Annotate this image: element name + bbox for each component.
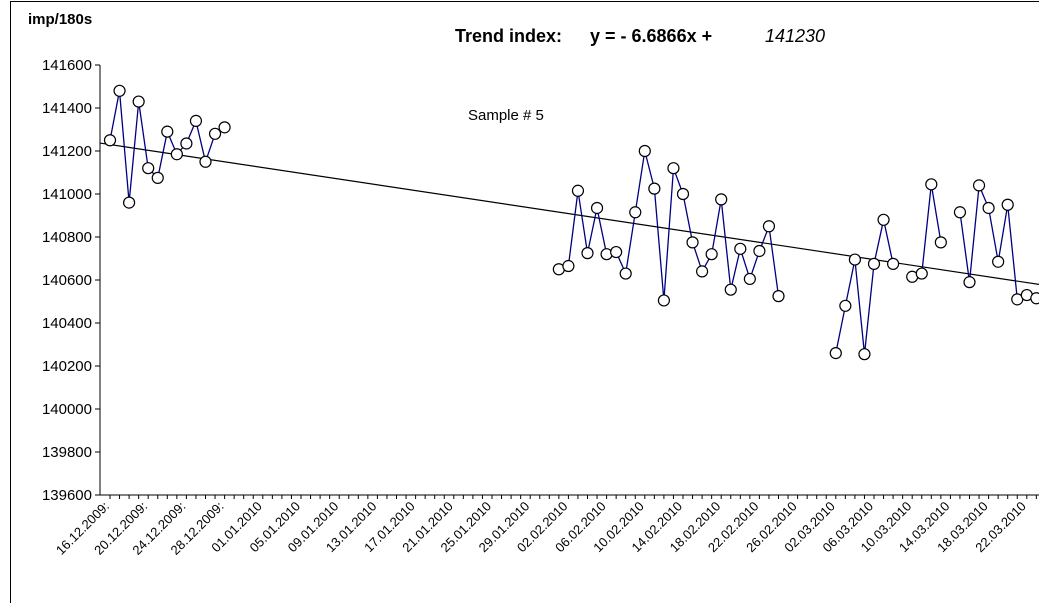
y-tick-label: 141600 xyxy=(42,57,92,74)
data-point xyxy=(199,155,212,168)
data-point xyxy=(972,179,986,192)
y-tick-label: 141400 xyxy=(42,100,92,117)
y-tick-label: 140600 xyxy=(42,272,92,289)
data-point xyxy=(638,144,651,158)
data-point xyxy=(619,267,632,280)
data-point xyxy=(839,299,852,312)
data-point xyxy=(877,213,890,226)
data-point xyxy=(715,193,728,206)
data-point xyxy=(676,187,690,201)
data-point xyxy=(571,184,585,197)
y-tick-label: 140200 xyxy=(42,358,92,375)
data-point xyxy=(581,247,594,260)
data-point xyxy=(953,206,967,219)
data-point xyxy=(218,121,231,134)
data-point xyxy=(734,242,747,255)
data-point xyxy=(695,265,709,278)
data-point xyxy=(1030,292,1039,305)
y-tick-label: 139800 xyxy=(42,444,92,461)
trend-intercept: 141230 xyxy=(765,26,825,46)
trend-equation: y = - 6.6866x + xyxy=(590,26,712,46)
data-point xyxy=(189,114,203,128)
data-point xyxy=(762,220,776,233)
data-point xyxy=(562,259,575,273)
data-point xyxy=(629,206,642,219)
data-point xyxy=(963,276,976,289)
data-point xyxy=(925,178,938,191)
data-point xyxy=(208,127,222,140)
y-tick-label: 140400 xyxy=(42,315,92,332)
data-point xyxy=(829,347,842,360)
data-point xyxy=(858,348,871,361)
data-point xyxy=(753,244,766,258)
data-point xyxy=(151,171,164,184)
data-point xyxy=(915,267,928,280)
y-tick-label: 140800 xyxy=(42,229,92,246)
data-point xyxy=(848,253,862,266)
y-tick-label: 141000 xyxy=(42,186,92,203)
data-point xyxy=(648,182,661,195)
data-point xyxy=(934,236,947,249)
y-tick-label: 139600 xyxy=(42,487,92,504)
data-point xyxy=(772,290,785,303)
trend-line xyxy=(99,142,1039,285)
data-point xyxy=(886,257,900,270)
chart-border xyxy=(10,1,1039,603)
data-point xyxy=(724,283,737,296)
y-axis-label: imp/180s xyxy=(28,11,92,28)
data-point xyxy=(142,162,155,175)
chart-title: Trend index: xyxy=(455,26,562,46)
data-point xyxy=(867,257,881,270)
annotation: Sample # 5 xyxy=(468,107,544,124)
data-point xyxy=(170,148,183,161)
data-point xyxy=(123,196,136,209)
y-tick-label: 140000 xyxy=(42,401,92,418)
data-point xyxy=(657,294,671,307)
data-point xyxy=(132,95,145,108)
y-tick-label: 141200 xyxy=(42,143,92,160)
data-point xyxy=(180,137,193,150)
data-point xyxy=(590,201,604,215)
data-point xyxy=(610,245,623,259)
data-point xyxy=(992,255,1005,268)
data-point xyxy=(743,272,756,286)
data-point xyxy=(113,84,126,97)
data-point xyxy=(686,236,699,249)
data-point xyxy=(1001,198,1014,211)
data-point xyxy=(667,162,680,175)
data-point xyxy=(705,248,718,261)
data-point xyxy=(161,125,174,138)
data-point xyxy=(103,134,117,147)
data-point xyxy=(982,201,995,215)
